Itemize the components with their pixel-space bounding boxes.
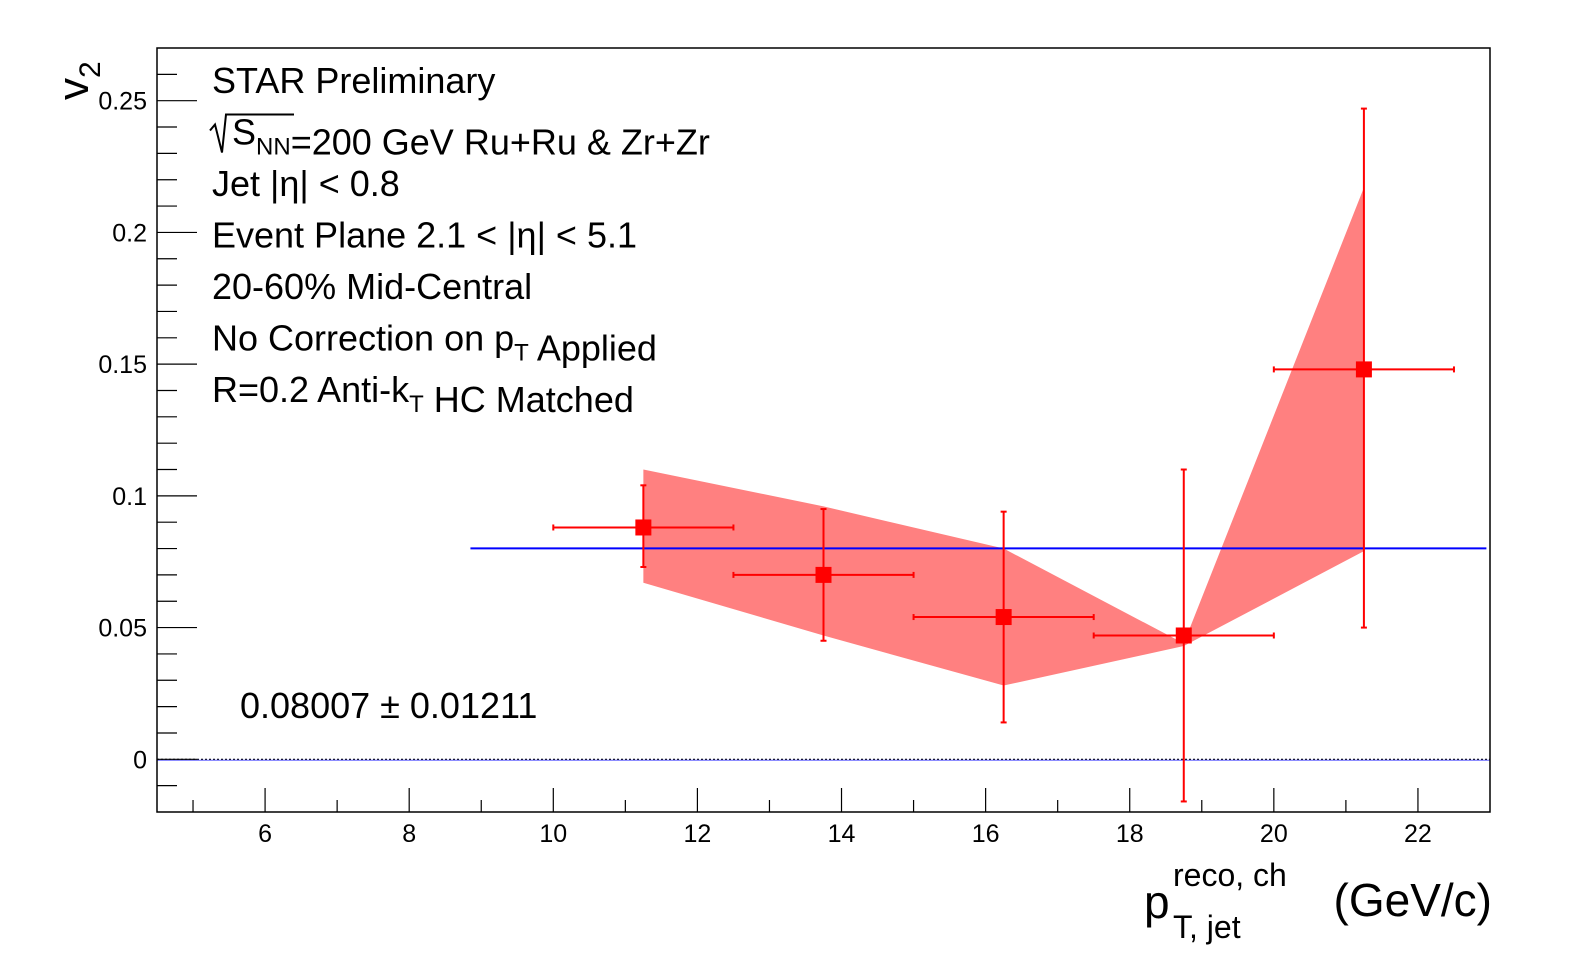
annotation-part: R=0.2 Anti-k: [212, 369, 410, 410]
annotation-part: =200 GeV Ru+Ru & Zr+Zr: [291, 122, 710, 163]
x-tick-label: 16: [972, 820, 1000, 848]
reference-lines-layer: [157, 547, 1490, 761]
x-axis-title-sup: reco, ch: [1173, 857, 1287, 893]
x-tick-label: 8: [402, 820, 416, 848]
y-axis-title-sub: 2: [74, 61, 107, 78]
x-tick-label: 6: [258, 820, 272, 848]
x-tick-label: 12: [683, 820, 711, 848]
fit-result-label: 0.08007 ± 0.01211: [240, 685, 537, 726]
data-marker: [815, 566, 832, 583]
annotation-line-5: 20-60% Mid-Central: [212, 266, 532, 307]
x-tick-label: 18: [1116, 820, 1144, 848]
annotation-part: STAR Preliminary: [212, 60, 495, 101]
x-axis-title-sub: T, jet: [1173, 909, 1241, 945]
data-point-4: [1092, 468, 1275, 803]
annotation-part: 20-60% Mid-Central: [212, 266, 532, 307]
y-tick-label: 0.15: [98, 351, 147, 379]
annotation-subscript: NN: [256, 134, 291, 161]
y-tick-label: 0.1: [112, 483, 147, 511]
annotation-subscript: T: [514, 340, 529, 367]
y-tick-label: 0: [133, 746, 147, 774]
annotation-part: No Correction on p: [212, 318, 514, 359]
data-marker: [1355, 361, 1372, 378]
x-tick-label: 10: [539, 820, 567, 848]
x-tick-label: 20: [1260, 820, 1288, 848]
annotation-line-2: SNN=200 GeV Ru+Ru & Zr+Zr: [232, 112, 710, 163]
axis-ticks-layer: [157, 73, 1419, 812]
data-point-3: [912, 510, 1095, 724]
data-marker: [995, 609, 1012, 626]
x-axis-title-base: p: [1144, 876, 1170, 928]
annotation-part: Event Plane 2.1 < |η| < 5.1: [212, 215, 637, 256]
sqrt-symbol: [209, 113, 294, 153]
data-marker: [1175, 627, 1192, 644]
annotation-part: Jet |η| < 0.8: [212, 163, 400, 204]
x-tick-label: 14: [828, 820, 856, 848]
annotation-line-7: R=0.2 Anti-kT HC Matched: [212, 369, 634, 420]
annotations-layer: STAR Preliminary SNN=200 GeV Ru+Ru & Zr+Z…: [209, 60, 710, 420]
plot-frame: [156, 47, 1491, 813]
annotation-subscript: T: [409, 391, 424, 418]
annotation-line-3: Jet |η| < 0.8: [212, 163, 400, 204]
x-axis-title: p reco, ch T, jet (GeV/c): [1144, 857, 1492, 945]
annotation-part: S: [232, 112, 256, 153]
x-axis-title-unit: (GeV/c): [1334, 874, 1492, 926]
y-tick-label: 0.25: [98, 88, 147, 116]
annotation-line-1: STAR Preliminary: [212, 60, 495, 101]
y-tick-label: 0.2: [112, 219, 147, 247]
data-points-layer: [552, 107, 1455, 803]
annotation-part: Applied: [529, 328, 657, 369]
y-axis-title-base: v: [49, 78, 98, 100]
data-point-1: [552, 484, 735, 568]
y-tick-label: 0.05: [98, 615, 147, 643]
tick-labels-layer: 6 8 10 12 14 16 18 20 22 0 0.05 0.1 0.15 0.2 0.25: [98, 88, 1432, 848]
data-point-2: [732, 508, 915, 642]
annotation-line-4: Event Plane 2.1 < |η| < 5.1: [212, 215, 637, 256]
y-axis-title: v2: [49, 61, 107, 100]
annotation-part: HC Matched: [424, 379, 634, 420]
annotation-line-6: No Correction on pT Applied: [212, 318, 657, 369]
data-point-5: [1272, 107, 1455, 629]
data-marker: [635, 519, 652, 536]
x-tick-label: 22: [1404, 820, 1432, 848]
